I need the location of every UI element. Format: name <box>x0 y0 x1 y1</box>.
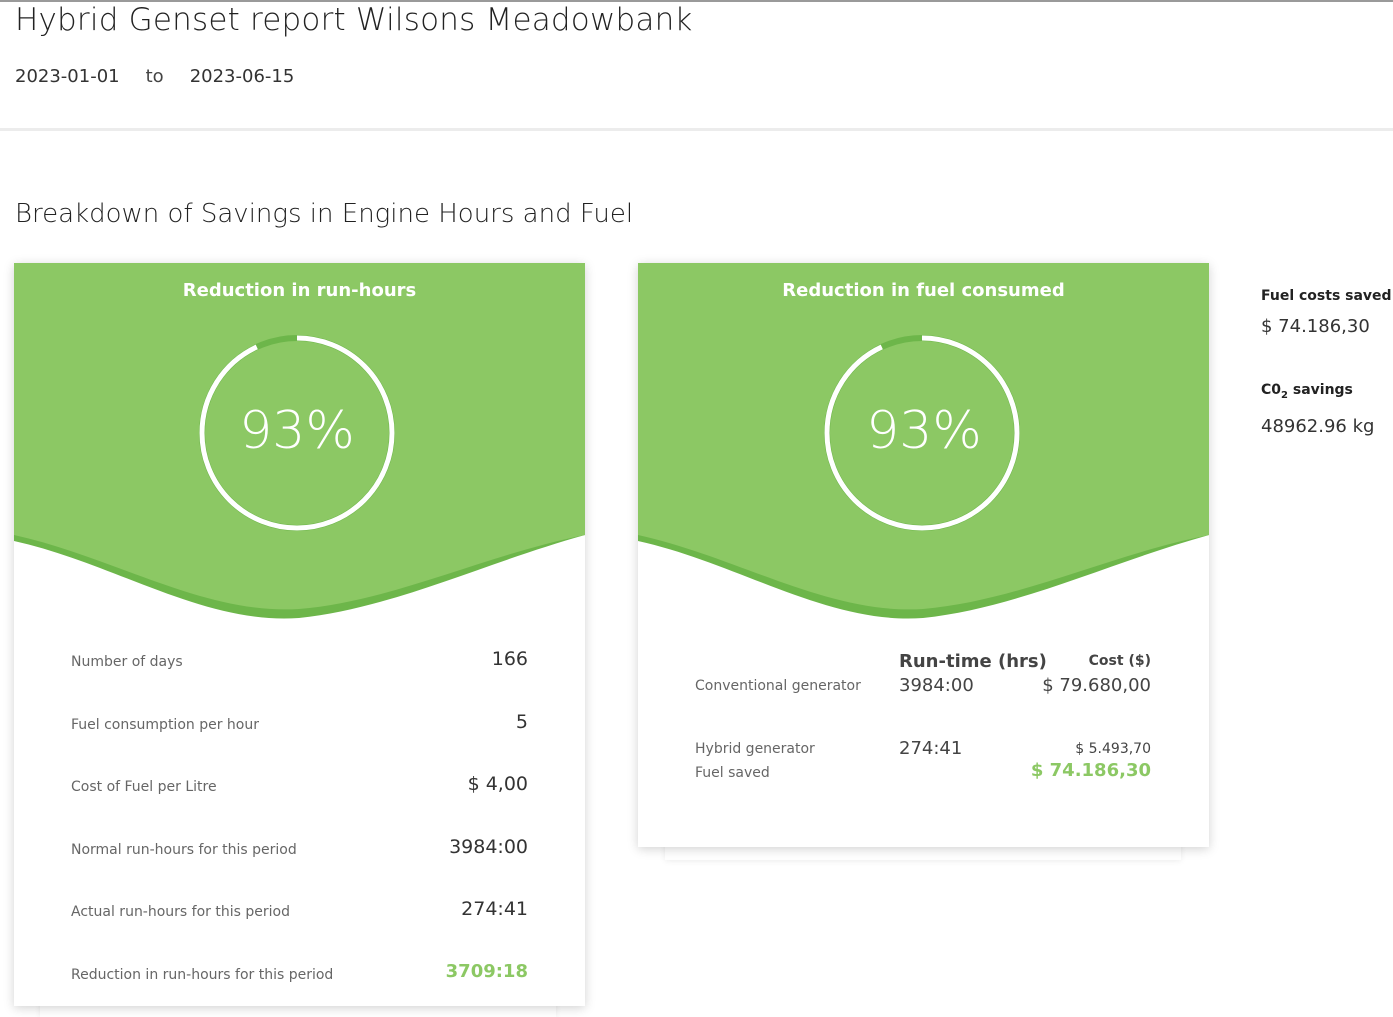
percent-value: 93% <box>239 401 355 461</box>
co2-label-prefix: C0 <box>1261 382 1282 398</box>
date-from[interactable]: 2023-01-01 <box>15 66 120 87</box>
stat-row: Number of days 166 <box>71 648 528 678</box>
card-heading: Reduction in fuel consumed <box>782 280 1065 301</box>
fuel-saved-label: Fuel saved <box>695 765 770 781</box>
fuel-costs-saved-label: Fuel costs saved <box>1261 288 1392 304</box>
hybrid-cost: $ 5.493,70 <box>1075 741 1151 757</box>
percent-gauge <box>199 335 395 531</box>
reduction-value: 3709:18 <box>445 961 528 982</box>
section-title: Breakdown of Savings in Engine Hours and… <box>15 199 634 229</box>
co2-savings-label: C02 savings <box>1261 382 1353 401</box>
fuel-card: Reduction in fuel consumed 93% Run-time … <box>638 263 1209 847</box>
cost-column-header: Cost ($) <box>1088 653 1151 669</box>
co2-label-suffix: savings <box>1287 382 1353 398</box>
stat-label: Reduction in run-hours for this period <box>71 967 334 983</box>
runtime-column-header: Run-time (hrs) <box>899 651 1047 672</box>
report-title: Hybrid Genset report Wilsons Meadowbank <box>15 2 693 38</box>
date-to[interactable]: 2023-06-15 <box>189 66 295 87</box>
stat-row: Cost of Fuel per Litre $ 4,00 <box>71 773 528 803</box>
stat-label: Actual run-hours for this period <box>71 904 290 920</box>
report-header: Hybrid Genset report Wilsons Meadowbank … <box>0 2 1393 131</box>
percent-value: 93% <box>866 401 982 461</box>
run-hours-card: Reduction in run-hours 93% Number of day… <box>14 263 585 1006</box>
fuel-saved-value: $ 74.186,30 <box>1030 760 1151 781</box>
date-range: 2023-01-01 to 2023-06-15 <box>15 66 294 87</box>
co2-savings-value: 48962.96 kg <box>1261 416 1375 437</box>
conventional-runtime: 3984:00 <box>899 675 974 696</box>
stat-row: Reduction in run-hours for this period 3… <box>71 961 528 991</box>
fuel-costs-saved-value: $ 74.186,30 <box>1261 316 1370 337</box>
stat-value: 3984:00 <box>449 836 528 858</box>
stat-value: 5 <box>515 711 528 733</box>
card-heading: Reduction in run-hours <box>182 280 417 301</box>
stat-row: Normal run-hours for this period 3984:00 <box>71 836 528 866</box>
conventional-label: Conventional generator <box>695 678 861 694</box>
stat-row: Actual run-hours for this period 274:41 <box>71 898 528 928</box>
stat-label: Fuel consumption per hour <box>71 717 259 733</box>
stat-value: 166 <box>491 648 528 670</box>
stat-row: Fuel consumption per hour 5 <box>71 711 528 741</box>
stat-value: 274:41 <box>461 898 528 920</box>
conventional-cost: $ 79.680,00 <box>1042 675 1151 696</box>
stat-label: Cost of Fuel per Litre <box>71 779 217 795</box>
stat-value: $ 4,00 <box>467 773 528 795</box>
hybrid-runtime: 274:41 <box>899 738 963 759</box>
wave-header <box>14 263 585 619</box>
percent-gauge <box>824 335 1020 531</box>
co2-label-subscript: 2 <box>1281 389 1288 401</box>
stat-label: Normal run-hours for this period <box>71 842 297 858</box>
date-separator: to <box>145 66 164 87</box>
hybrid-label: Hybrid generator <box>695 741 815 757</box>
wave-header <box>638 263 1209 619</box>
stat-label: Number of days <box>71 654 183 670</box>
